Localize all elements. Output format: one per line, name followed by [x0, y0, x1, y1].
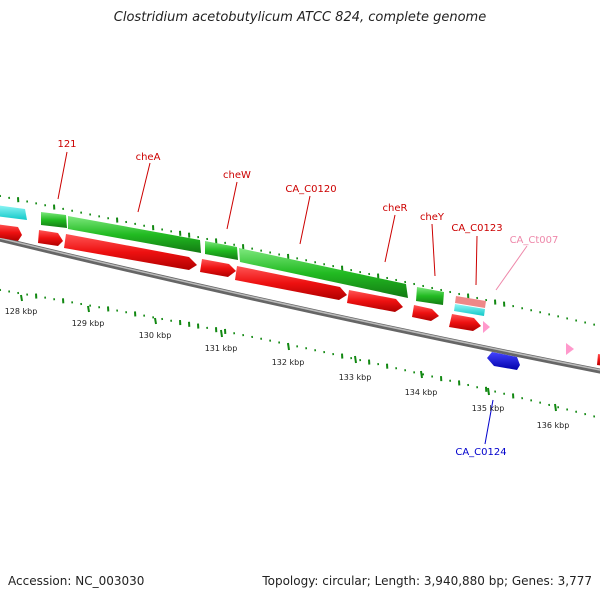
gene-label-CA_Ct007[interactable]: CA_Ct007: [510, 235, 559, 246]
gene-label-cheY[interactable]: cheY: [420, 212, 445, 223]
cog-block-cyan[interactable]: [0, 205, 27, 220]
gc-content-track-upper: [0, 194, 596, 326]
cds-arrow-CA_C0120[interactable]: [235, 266, 347, 300]
cds-feature-track: [0, 224, 600, 366]
cog-block-CA_C0120-cheR[interactable]: [239, 248, 408, 298]
genes-label: Genes:: [511, 574, 554, 588]
cds-arrow-cheY[interactable]: [412, 305, 439, 321]
cds-arrow-cheR[interactable]: [347, 290, 403, 312]
scale-label-135kbp: 135 kbp: [472, 404, 505, 413]
cds-arrow-0[interactable]: [0, 224, 22, 241]
gene-labels: 121 cheA cheW CA_C0120 cheR cheY CA_C012…: [57, 139, 558, 458]
gene-label-cheA[interactable]: cheA: [136, 152, 161, 163]
topology-value: circular: [322, 574, 367, 588]
cog-block-121[interactable]: [41, 212, 67, 228]
cog-block-cheA[interactable]: [68, 216, 201, 253]
cog-block-cyan-small[interactable]: [454, 304, 485, 316]
scale-label-136kbp: 136 kbp: [537, 421, 570, 430]
cog-block-cheY[interactable]: [416, 287, 444, 305]
accession-value: NC_003030: [75, 574, 145, 588]
cog-block-pink[interactable]: [455, 296, 486, 308]
length-value: 3,940,880 bp: [423, 574, 504, 588]
scale-label-131kbp: 131 kbp: [205, 344, 238, 353]
reverse-strand-track: [487, 352, 520, 370]
gene-label-121[interactable]: 121: [57, 139, 76, 150]
scale-label-133kbp: 133 kbp: [339, 373, 372, 382]
genes-value: 3,777: [557, 574, 592, 588]
cds-arrow-CA_C0123[interactable]: [449, 314, 481, 331]
genome-stats: Topology: circular; Length: 3,940,880 bp…: [262, 574, 592, 588]
gene-label-CA_C0123[interactable]: CA_C0123: [451, 223, 502, 234]
scale-label-129kbp: 129 kbp: [72, 319, 105, 328]
gene-label-leaders: [57, 151, 528, 445]
trna-feature-track: [483, 321, 574, 355]
scale-label-132kbp: 132 kbp: [272, 358, 305, 367]
cog-block-cheW[interactable]: [205, 241, 238, 260]
scale-labels: 128 kbp 129 kbp 130 kbp 131 kbp 132 kbp …: [5, 294, 570, 430]
scale-label-130kbp: 130 kbp: [139, 331, 172, 340]
gene-label-cheW[interactable]: cheW: [223, 170, 251, 181]
scale-label-134kbp: 134 kbp: [405, 388, 438, 397]
gene-label-CA_C0124[interactable]: CA_C0124: [455, 447, 506, 458]
reverse-gene-CA_C0124[interactable]: [487, 352, 520, 370]
trna-marker-CA_Ct007[interactable]: [483, 321, 490, 333]
cds-arrow-cheW[interactable]: [200, 259, 236, 277]
cog-feature-track: [0, 205, 486, 316]
gene-label-CA_C0120[interactable]: CA_C0120: [285, 184, 336, 195]
cds-arrow-121[interactable]: [38, 230, 63, 246]
cds-arrow-right-edge[interactable]: [597, 354, 600, 366]
cds-arrow-cheA[interactable]: [64, 234, 197, 270]
length-label: Length:: [374, 574, 421, 588]
gene-label-cheR[interactable]: cheR: [383, 203, 408, 214]
genome-backbone: [0, 236, 600, 374]
trna-marker-2[interactable]: [566, 343, 574, 355]
map-title: Clostridium acetobutylicum ATCC 824, com…: [113, 10, 487, 25]
accession-label: Accession:: [8, 574, 72, 588]
gc-content-track-lower: [0, 288, 596, 418]
topology-label: Topology:: [262, 574, 319, 588]
scale-label-128kbp: 128 kbp: [5, 307, 38, 316]
accession-info: Accession: NC_003030: [8, 574, 144, 588]
